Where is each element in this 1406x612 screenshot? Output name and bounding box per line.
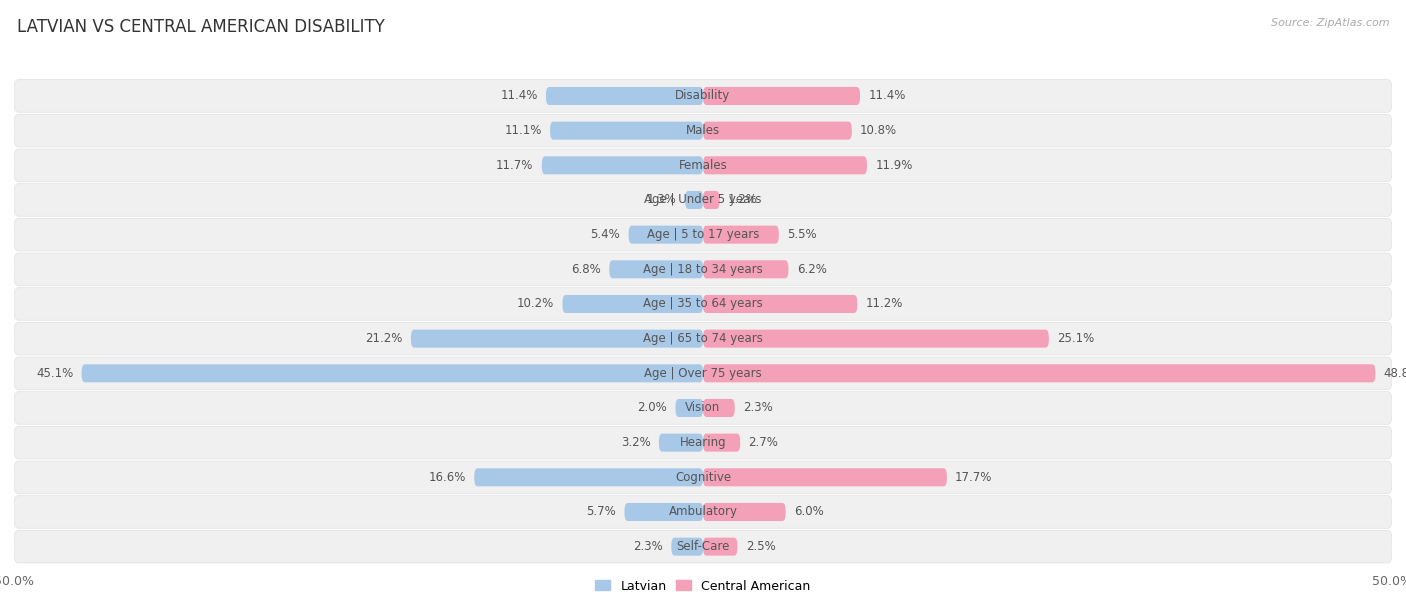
FancyBboxPatch shape	[14, 114, 1392, 147]
Text: Age | 18 to 34 years: Age | 18 to 34 years	[643, 263, 763, 276]
FancyBboxPatch shape	[474, 468, 703, 487]
FancyBboxPatch shape	[703, 226, 779, 244]
Text: 21.2%: 21.2%	[366, 332, 402, 345]
FancyBboxPatch shape	[14, 427, 1392, 459]
Text: Hearing: Hearing	[679, 436, 727, 449]
FancyBboxPatch shape	[703, 260, 789, 278]
FancyBboxPatch shape	[14, 253, 1392, 286]
FancyBboxPatch shape	[703, 295, 858, 313]
Text: 17.7%: 17.7%	[955, 471, 993, 484]
FancyBboxPatch shape	[609, 260, 703, 278]
Text: 6.0%: 6.0%	[794, 506, 824, 518]
Text: Ambulatory: Ambulatory	[668, 506, 738, 518]
Text: 3.2%: 3.2%	[621, 436, 651, 449]
Text: 45.1%: 45.1%	[37, 367, 73, 380]
Text: 10.8%: 10.8%	[860, 124, 897, 137]
Text: 11.9%: 11.9%	[875, 159, 912, 172]
FancyBboxPatch shape	[550, 122, 703, 140]
Text: Age | 65 to 74 years: Age | 65 to 74 years	[643, 332, 763, 345]
FancyBboxPatch shape	[703, 434, 740, 452]
FancyBboxPatch shape	[703, 156, 868, 174]
FancyBboxPatch shape	[659, 434, 703, 452]
FancyBboxPatch shape	[703, 399, 735, 417]
FancyBboxPatch shape	[14, 323, 1392, 355]
FancyBboxPatch shape	[703, 87, 860, 105]
FancyBboxPatch shape	[562, 295, 703, 313]
Text: Source: ZipAtlas.com: Source: ZipAtlas.com	[1271, 18, 1389, 28]
Text: 5.5%: 5.5%	[787, 228, 817, 241]
FancyBboxPatch shape	[675, 399, 703, 417]
Text: LATVIAN VS CENTRAL AMERICAN DISABILITY: LATVIAN VS CENTRAL AMERICAN DISABILITY	[17, 18, 385, 36]
Text: 6.2%: 6.2%	[797, 263, 827, 276]
Text: 11.1%: 11.1%	[505, 124, 541, 137]
Text: Males: Males	[686, 124, 720, 137]
Text: 10.2%: 10.2%	[517, 297, 554, 310]
Text: Age | 35 to 64 years: Age | 35 to 64 years	[643, 297, 763, 310]
Text: Females: Females	[679, 159, 727, 172]
Text: 1.3%: 1.3%	[647, 193, 676, 206]
Text: 11.7%: 11.7%	[496, 159, 533, 172]
FancyBboxPatch shape	[671, 537, 703, 556]
Text: Vision: Vision	[685, 401, 721, 414]
FancyBboxPatch shape	[703, 537, 738, 556]
Text: 11.4%: 11.4%	[501, 89, 537, 102]
Text: 48.8%: 48.8%	[1384, 367, 1406, 380]
FancyBboxPatch shape	[628, 226, 703, 244]
FancyBboxPatch shape	[703, 468, 946, 487]
Text: 2.7%: 2.7%	[748, 436, 779, 449]
FancyBboxPatch shape	[541, 156, 703, 174]
FancyBboxPatch shape	[703, 330, 1049, 348]
Text: 1.2%: 1.2%	[728, 193, 758, 206]
Text: 16.6%: 16.6%	[429, 471, 465, 484]
Text: 5.4%: 5.4%	[591, 228, 620, 241]
Text: Age | Under 5 years: Age | Under 5 years	[644, 193, 762, 206]
Text: 2.3%: 2.3%	[633, 540, 664, 553]
FancyBboxPatch shape	[14, 218, 1392, 251]
Legend: Latvian, Central American: Latvian, Central American	[591, 575, 815, 597]
FancyBboxPatch shape	[14, 461, 1392, 494]
FancyBboxPatch shape	[14, 184, 1392, 216]
Text: Self-Care: Self-Care	[676, 540, 730, 553]
Text: 2.0%: 2.0%	[637, 401, 668, 414]
Text: Disability: Disability	[675, 89, 731, 102]
Text: 6.8%: 6.8%	[571, 263, 600, 276]
FancyBboxPatch shape	[14, 80, 1392, 112]
Text: 11.4%: 11.4%	[869, 89, 905, 102]
FancyBboxPatch shape	[82, 364, 703, 382]
FancyBboxPatch shape	[14, 357, 1392, 390]
FancyBboxPatch shape	[411, 330, 703, 348]
FancyBboxPatch shape	[14, 392, 1392, 424]
FancyBboxPatch shape	[703, 503, 786, 521]
Text: 2.3%: 2.3%	[742, 401, 773, 414]
FancyBboxPatch shape	[703, 122, 852, 140]
Text: Cognitive: Cognitive	[675, 471, 731, 484]
FancyBboxPatch shape	[685, 191, 703, 209]
FancyBboxPatch shape	[14, 531, 1392, 563]
Text: 25.1%: 25.1%	[1057, 332, 1094, 345]
FancyBboxPatch shape	[14, 149, 1392, 182]
FancyBboxPatch shape	[703, 364, 1375, 382]
Text: 11.2%: 11.2%	[866, 297, 903, 310]
FancyBboxPatch shape	[624, 503, 703, 521]
FancyBboxPatch shape	[14, 288, 1392, 320]
FancyBboxPatch shape	[703, 191, 720, 209]
Text: Age | Over 75 years: Age | Over 75 years	[644, 367, 762, 380]
FancyBboxPatch shape	[546, 87, 703, 105]
Text: Age | 5 to 17 years: Age | 5 to 17 years	[647, 228, 759, 241]
FancyBboxPatch shape	[14, 496, 1392, 528]
Text: 2.5%: 2.5%	[745, 540, 776, 553]
Text: 5.7%: 5.7%	[586, 506, 616, 518]
